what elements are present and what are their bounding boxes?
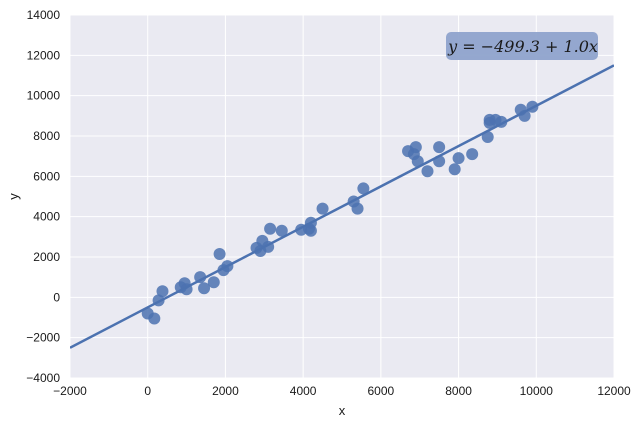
x-tick-label: 6000: [368, 384, 395, 398]
data-point: [194, 271, 207, 284]
data-point: [213, 247, 226, 260]
y-tick-label: 12000: [27, 48, 61, 62]
grid-lines: [69, 14, 615, 379]
data-point: [180, 283, 193, 296]
data-points: [141, 100, 539, 325]
y-tick-label: −2000: [26, 331, 60, 345]
equation-text: y = −499.3 + 1.0x: [447, 37, 598, 56]
data-point: [518, 109, 531, 122]
x-tick-label: −2000: [53, 384, 87, 398]
y-tick-label: −4000: [26, 371, 60, 385]
y-tick-label: 2000: [33, 250, 60, 264]
data-point: [152, 294, 165, 307]
y-tick-label: 4000: [33, 210, 60, 224]
data-point: [198, 282, 211, 295]
data-point: [466, 148, 479, 161]
data-point: [409, 141, 422, 154]
data-point: [264, 222, 277, 235]
data-point: [304, 216, 317, 229]
data-point: [495, 115, 508, 128]
x-tick-label: 0: [144, 384, 151, 398]
data-point: [262, 240, 275, 253]
data-point: [526, 100, 539, 113]
x-axis-label: x: [339, 403, 346, 418]
x-tick-label: 10000: [520, 384, 554, 398]
data-point: [207, 276, 220, 289]
equation-box: [446, 32, 598, 60]
data-point: [481, 131, 494, 144]
x-tick-label: 2000: [212, 384, 239, 398]
x-tick-label: 8000: [445, 384, 472, 398]
data-point: [357, 182, 370, 195]
data-point: [433, 141, 446, 154]
data-point: [156, 285, 169, 298]
plot-area: [70, 15, 614, 378]
data-point: [316, 202, 329, 215]
data-point: [433, 155, 446, 168]
x-tick-label: 4000: [290, 384, 317, 398]
y-tick-label: 10000: [27, 89, 61, 103]
equation-annotation: y = −499.3 + 1.0x: [446, 32, 598, 60]
data-point: [448, 163, 461, 176]
y-tick-label: 6000: [33, 169, 60, 183]
y-tick-label: 8000: [33, 129, 60, 143]
tick-labels: −2000 0 2000 4000 6000 8000 10000 12000−4000−20…: [26, 8, 631, 398]
data-point: [221, 260, 234, 273]
x-tick-label: 12000: [597, 384, 631, 398]
data-point: [421, 165, 434, 178]
data-point: [275, 224, 288, 237]
data-point: [148, 312, 161, 325]
plot-content: [70, 64, 614, 349]
y-tick-label: 0: [53, 290, 60, 304]
data-point: [452, 152, 465, 165]
data-point: [411, 155, 424, 168]
data-point: [351, 202, 364, 215]
y-tick-label: 14000: [27, 8, 61, 22]
y-axis-label: y: [6, 193, 21, 200]
